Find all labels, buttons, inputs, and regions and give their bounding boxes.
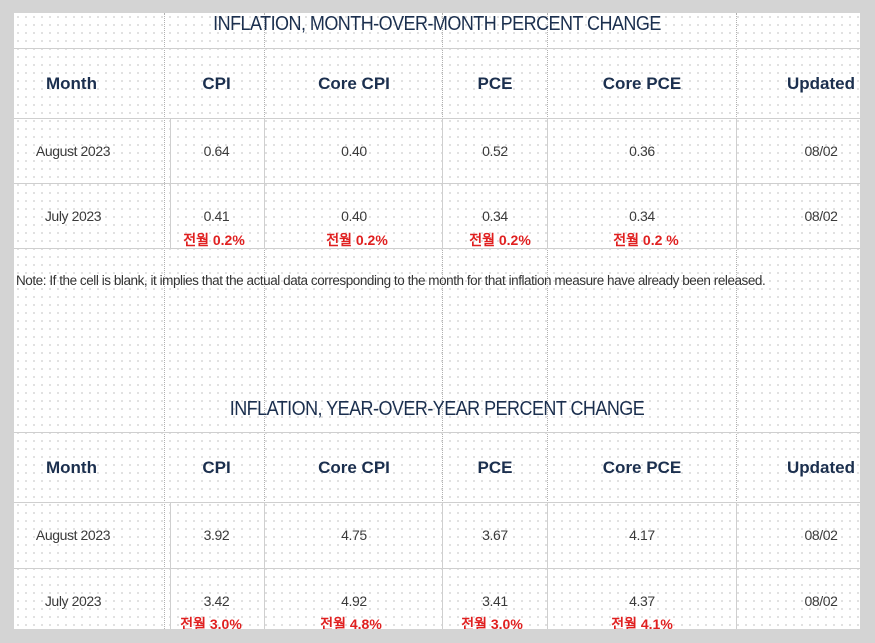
mom-header-cpi: CPI [202, 74, 231, 93]
yoy-prev-cpi-annotation: 전월 3.0% [180, 616, 242, 629]
yoy-row2-month: July 2023 [44, 593, 102, 609]
yoy-row1-pce: 3.67 [482, 527, 508, 543]
document-page: INFLATION, MONTH-OVER-MONTH PERCENT CHAN… [14, 13, 860, 629]
mom-prev-core-pce-annotation: 전월 0.2 % [613, 232, 679, 248]
yoy-header-cpi: CPI [202, 458, 231, 477]
mom-row2-updated: 08/02 [804, 208, 838, 224]
mom-header-pce: PCE [477, 74, 513, 93]
yoy-table-title: INFLATION, YEAR-OVER-YEAR PERCENT CHANGE [229, 398, 645, 420]
guide-line [442, 13, 443, 629]
mom-row2-cpi: 0.41 [203, 208, 230, 224]
mom-row1-pce: 0.52 [482, 143, 508, 159]
yoy-row1-cpi: 3.92 [203, 527, 230, 543]
yoy-row1-core-pce: 4.17 [629, 527, 655, 543]
yoy-prev-pce-annotation: 전월 3.0% [461, 616, 523, 629]
mom-row2-month: July 2023 [44, 208, 102, 224]
mom-row1-core-pce: 0.36 [629, 143, 655, 159]
mom-header-updated: Updated [787, 74, 855, 93]
mom-row2-pce: 0.34 [482, 208, 508, 224]
mom-header-core-cpi: Core CPI [318, 74, 390, 93]
mom-row1-cpi: 0.64 [203, 143, 230, 159]
mom-row1-month: August 2023 [35, 143, 111, 159]
yoy-row1-month: August 2023 [35, 527, 111, 543]
yoy-prev-core-cpi-annotation: 전월 4.8% [320, 616, 382, 629]
table-border [14, 183, 860, 184]
mom-prev-pce-annotation: 전월 0.2% [469, 232, 531, 248]
yoy-row1-core-cpi: 4.75 [341, 527, 367, 543]
table-border [14, 248, 860, 249]
yoy-row2-core-cpi: 4.92 [341, 593, 367, 609]
table-border [14, 502, 860, 503]
yoy-header-updated: Updated [787, 458, 855, 477]
table-note: Note: If the cell is blank, it implies t… [16, 273, 766, 288]
yoy-header-core-cpi: Core CPI [318, 458, 390, 477]
mom-row1-updated: 08/02 [804, 143, 838, 159]
table-border [547, 502, 548, 629]
yoy-row2-pce: 3.41 [482, 593, 508, 609]
table-border [14, 432, 860, 433]
table-border [14, 568, 860, 569]
table-border [14, 48, 860, 49]
table-border [14, 118, 860, 119]
table-border [170, 502, 171, 629]
yoy-row2-core-pce: 4.37 [629, 593, 655, 609]
yoy-row1-updated: 08/02 [804, 527, 838, 543]
table-border [442, 502, 443, 629]
yoy-header-month: Month [46, 458, 97, 477]
guide-line [164, 13, 165, 629]
mom-row2-core-cpi: 0.40 [341, 208, 367, 224]
mom-row1-core-cpi: 0.40 [341, 143, 367, 159]
mom-prev-cpi-annotation: 전월 0.2% [183, 232, 245, 248]
mom-header-core-pce: Core PCE [602, 74, 682, 93]
table-border [264, 502, 265, 629]
mom-table-title: INFLATION, MONTH-OVER-MONTH PERCENT CHAN… [213, 13, 661, 35]
yoy-header-core-pce: Core PCE [602, 458, 682, 477]
guide-line [547, 13, 548, 629]
guide-line [264, 13, 265, 629]
yoy-header-pce: PCE [477, 458, 513, 477]
yoy-row2-updated: 08/02 [804, 593, 838, 609]
yoy-prev-core-pce-annotation: 전월 4.1% [611, 616, 673, 629]
mom-row2-core-pce: 0.34 [629, 208, 655, 224]
yoy-row2-cpi: 3.42 [203, 593, 230, 609]
guide-line [736, 13, 737, 629]
mom-prev-core-cpi-annotation: 전월 0.2% [326, 232, 388, 248]
mom-header-month: Month [46, 74, 97, 93]
table-border [736, 502, 737, 629]
